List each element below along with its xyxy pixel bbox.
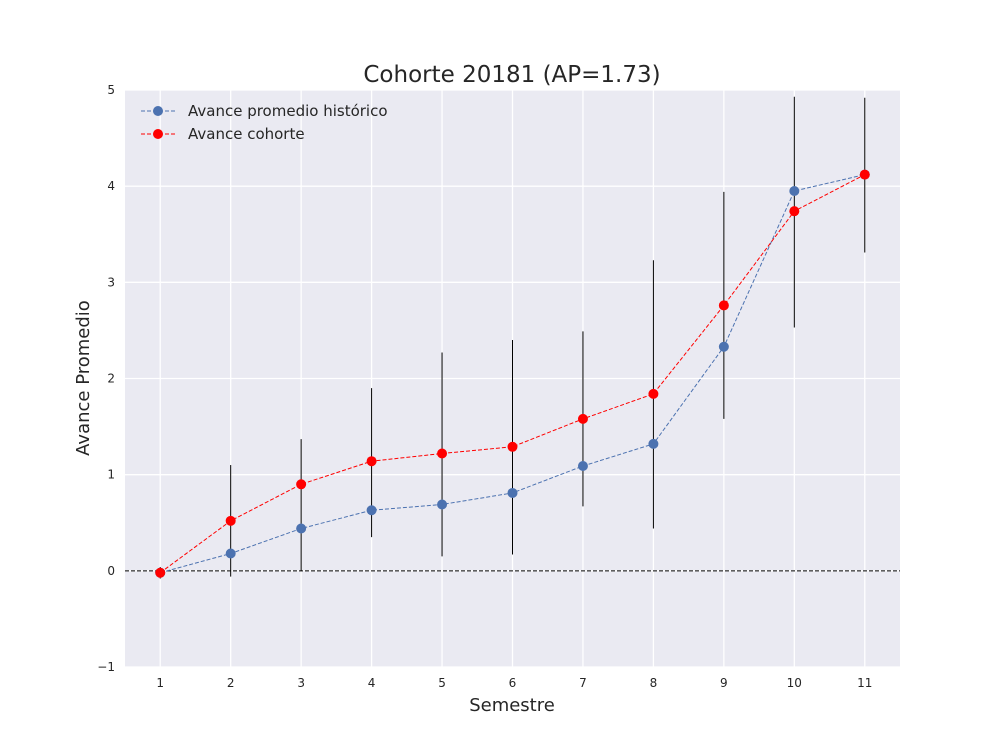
series-cohorte — [155, 169, 870, 578]
x-tick-label: 1 — [156, 676, 164, 690]
legend-label-cohorte: Avance cohorte — [188, 125, 305, 143]
data-point-historico — [437, 499, 448, 510]
y-tick-label: 3 — [107, 275, 115, 289]
data-point-cohorte — [296, 479, 307, 490]
x-tick-label: 9 — [720, 676, 728, 690]
x-tick-label: 3 — [297, 676, 305, 690]
x-ticks: 1 2 3 4 5 6 7 8 9 10 11 — [156, 676, 872, 690]
data-point-cohorte — [577, 413, 588, 424]
data-point-historico — [296, 523, 307, 534]
data-point-cohorte — [507, 441, 518, 452]
x-tick-label: 2 — [227, 676, 235, 690]
legend-marker-cohorte — [153, 129, 163, 139]
legend: Avance promedio histórico Avance cohorte — [141, 102, 388, 143]
y-tick-label: 4 — [107, 179, 115, 193]
x-tick-label: 10 — [787, 676, 802, 690]
data-point-cohorte — [648, 388, 659, 399]
y-tick-label: 1 — [107, 468, 115, 482]
x-axis-label: Semestre — [469, 695, 555, 716]
data-point-cohorte — [155, 567, 166, 578]
y-tick-label: −1 — [97, 660, 115, 674]
data-point-cohorte — [366, 456, 377, 467]
data-point-cohorte — [225, 515, 236, 526]
series-layer — [155, 169, 870, 578]
legend-label-historico: Avance promedio histórico — [188, 102, 388, 120]
y-tick-label: 2 — [107, 372, 115, 386]
x-tick-label: 8 — [650, 676, 658, 690]
data-point-cohorte — [437, 448, 448, 459]
x-tick-label: 5 — [438, 676, 446, 690]
y-ticks: −1 0 1 2 3 4 5 — [97, 83, 115, 674]
legend-marker-historico — [153, 106, 163, 116]
data-point-historico — [225, 548, 236, 559]
x-tick-label: 4 — [368, 676, 376, 690]
data-point-cohorte — [859, 169, 870, 180]
data-point-historico — [648, 438, 659, 449]
y-axis-label: Avance Promedio — [73, 300, 94, 456]
chart-title: Cohorte 20181 (AP=1.73) — [363, 62, 660, 88]
x-tick-label: 6 — [509, 676, 517, 690]
y-tick-label: 5 — [107, 83, 115, 97]
series-line-cohorte — [159, 174, 866, 574]
data-point-historico — [718, 341, 729, 352]
data-point-historico — [577, 461, 588, 472]
data-point-cohorte — [718, 300, 729, 311]
data-point-historico — [507, 487, 518, 498]
y-tick-label: 0 — [107, 564, 115, 578]
x-tick-label: 11 — [857, 676, 872, 690]
data-point-cohorte — [789, 206, 800, 217]
data-point-historico — [789, 185, 800, 196]
x-tick-label: 7 — [579, 676, 587, 690]
data-point-historico — [366, 505, 377, 516]
